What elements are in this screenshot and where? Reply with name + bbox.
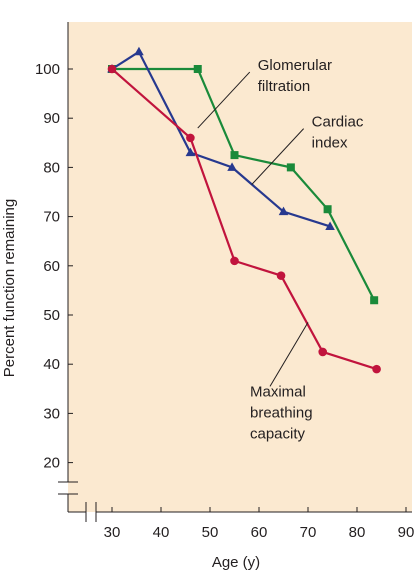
series-1	[107, 46, 335, 230]
annotation-leader-line	[197, 71, 251, 129]
x-tick-label: 50	[202, 524, 219, 541]
series-layer	[107, 46, 381, 374]
data-point-square	[193, 65, 202, 73]
data-point-triangle	[278, 206, 289, 216]
data-point-square	[230, 151, 239, 160]
y-tick-label: 40	[43, 356, 60, 373]
annotation-layer: Glomerular filtration Cardiac index Maximal b…	[197, 57, 364, 442]
x-tick-label: 70	[300, 524, 317, 541]
annotation-label: Cardiac index	[312, 114, 364, 152]
data-point-circle	[276, 271, 286, 280]
y-tick-label: 60	[43, 258, 60, 275]
x-tick-label: 40	[153, 524, 170, 541]
annotation-line: Maximal	[250, 383, 306, 400]
data-point-triangle	[134, 46, 144, 56]
y-tick-label: 100	[35, 61, 60, 78]
x-tick-label: 90	[398, 524, 415, 541]
annotation-label: Maximal breathing capacity	[250, 383, 313, 442]
y-tick-label: 30	[43, 405, 60, 422]
y-tick-label: 70	[43, 209, 60, 226]
annotation-line: Cardiac	[312, 114, 364, 131]
data-point-circle	[372, 364, 381, 374]
data-point-circle	[318, 347, 328, 357]
x-tick-label: 60	[251, 524, 268, 541]
data-point-square	[323, 205, 332, 214]
annotation-leader-line	[269, 322, 309, 387]
annotation-leader-line	[251, 128, 305, 185]
plot-background	[68, 22, 412, 512]
series-line	[111, 68, 377, 371]
data-point-square	[370, 296, 379, 305]
annotation-2: Maximal breathing capacity	[250, 322, 313, 442]
data-point-circle	[230, 256, 239, 266]
y-tick-label: 50	[43, 307, 60, 324]
data-point-triangle	[227, 162, 237, 171]
data-point-triangle	[185, 147, 196, 157]
annotation-1: Cardiac index	[251, 114, 364, 185]
data-point-circle	[107, 64, 117, 74]
annotation-label: Glomerular filtration	[258, 57, 332, 95]
y-tick-label: 90	[43, 110, 60, 127]
series-line	[112, 67, 376, 301]
annotation-line: filtration	[258, 78, 311, 95]
y-tick-label: 80	[43, 159, 60, 176]
x-tick-label: 80	[349, 524, 366, 541]
annotation-line: index	[312, 135, 348, 152]
axes: 20 30 40 50 60 70 80 90 100 30 40 50 60 70 80 90	[35, 22, 414, 541]
series-2	[107, 64, 381, 374]
annotation-line: Glomerular	[258, 57, 332, 74]
annotation-line: capacity	[250, 425, 306, 442]
annotation-line: breathing	[250, 404, 313, 421]
data-point-triangle	[325, 221, 335, 230]
data-point-square	[286, 163, 295, 172]
y-axis-title: Percent function remaining	[1, 199, 18, 377]
x-axis-title: Age (y)	[212, 554, 260, 571]
x-tick-label: 30	[104, 524, 121, 541]
annotation-0: Glomerular filtration	[197, 57, 332, 129]
y-tick-label: 20	[43, 455, 60, 472]
series-line	[111, 50, 331, 228]
data-point-circle	[186, 133, 195, 143]
